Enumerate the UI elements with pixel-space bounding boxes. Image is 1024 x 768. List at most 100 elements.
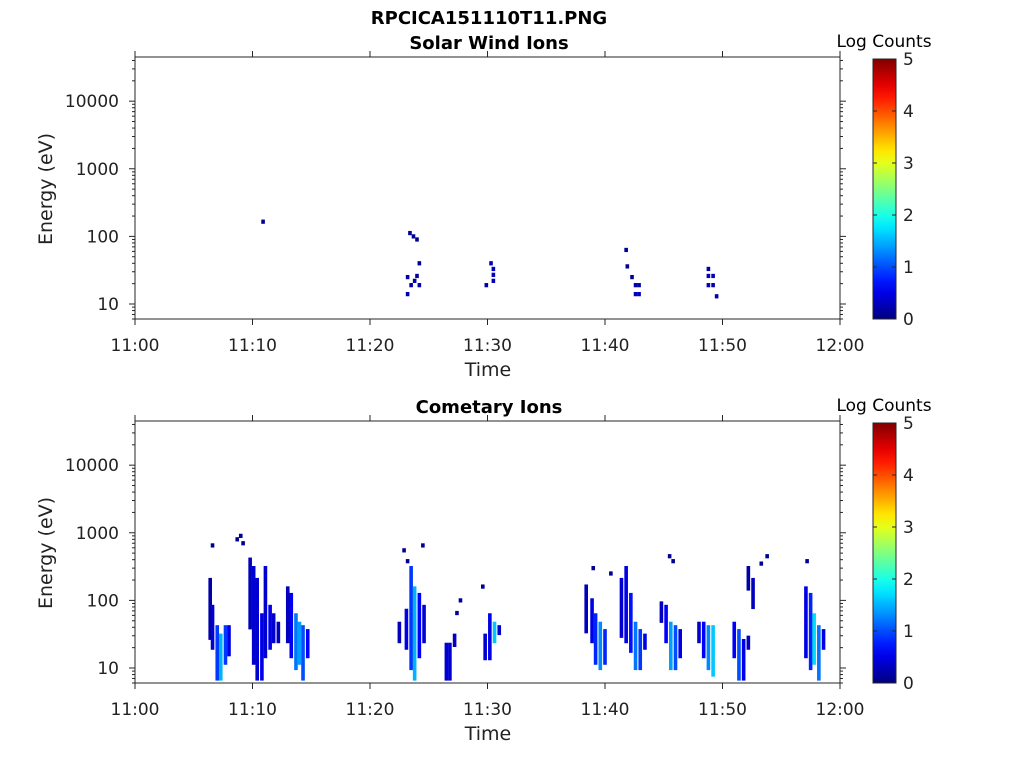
y-tick-label: 1000 bbox=[76, 524, 119, 544]
x-tick-label: 11:30 bbox=[463, 336, 512, 356]
panel-cometary: Cometary Ions 11:00 11:10 11:20 11:30 11:40 1… bbox=[35, 396, 932, 745]
x-tick-label: 11:40 bbox=[581, 700, 630, 720]
colorbar-tick-label: 4 bbox=[903, 102, 914, 122]
heatmap-cell bbox=[711, 283, 715, 288]
heatmap-column bbox=[397, 621, 402, 644]
y-tick-label: 10000 bbox=[65, 92, 119, 112]
heatmap-column bbox=[412, 586, 417, 681]
heatmap-cell bbox=[711, 273, 715, 279]
heatmap-cell bbox=[481, 584, 485, 589]
heatmap-column bbox=[732, 621, 737, 659]
x-tick-label: 11:20 bbox=[346, 336, 395, 356]
colorbar-tick-label: 5 bbox=[903, 50, 914, 70]
heatmap-column bbox=[603, 629, 607, 665]
heatmap-cell bbox=[671, 559, 675, 564]
heatmap-cell bbox=[491, 278, 496, 283]
x-tick-label: 11:00 bbox=[111, 700, 160, 720]
heatmap-column bbox=[218, 633, 223, 681]
heatmap-column bbox=[669, 621, 673, 671]
heatmap-cell bbox=[637, 283, 641, 288]
heatmap-cell bbox=[415, 237, 419, 242]
colorbar: 0 1 2 3 4 5 bbox=[872, 50, 914, 330]
heatmap-column bbox=[289, 592, 294, 659]
heatmap-column bbox=[746, 635, 751, 650]
heatmap-column bbox=[821, 629, 826, 650]
heatmap-cells bbox=[208, 533, 826, 681]
y-tick-label: 100 bbox=[87, 227, 119, 247]
heatmap-column bbox=[285, 586, 290, 644]
heatmap-column bbox=[483, 633, 487, 661]
heatmap-cell bbox=[417, 261, 422, 266]
heatmap-cell bbox=[491, 266, 496, 272]
y-axis-label: Energy (eV) bbox=[35, 497, 57, 609]
heatmap-column bbox=[741, 638, 746, 681]
colorbar-scale bbox=[872, 422, 897, 684]
heatmap-column bbox=[294, 613, 298, 671]
x-tick-label: 12:00 bbox=[816, 700, 865, 720]
heatmap-column bbox=[448, 642, 452, 681]
figure-title: RPCICA151110T11.PNG bbox=[371, 8, 607, 29]
heatmap-cell bbox=[706, 273, 711, 279]
heatmap-column bbox=[210, 604, 215, 650]
y-tick-label: 10 bbox=[97, 659, 119, 679]
y-tick-label: 10000 bbox=[65, 456, 119, 476]
heatmap-column bbox=[804, 586, 808, 659]
y-tick-label: 100 bbox=[87, 591, 119, 611]
heatmap-column bbox=[629, 592, 633, 653]
colorbar-label: Log Counts bbox=[836, 396, 931, 416]
heatmap-column bbox=[633, 621, 638, 671]
heatmap-cell bbox=[408, 230, 412, 236]
heatmap-cell bbox=[484, 283, 489, 288]
heatmap-cell bbox=[411, 234, 416, 239]
heatmap-column bbox=[598, 621, 603, 671]
heatmap-cell bbox=[633, 291, 638, 297]
y-tick-label: 10 bbox=[97, 295, 119, 315]
heatmap-column bbox=[817, 625, 821, 681]
heatmap-cell bbox=[421, 543, 425, 548]
heatmap-column bbox=[590, 598, 594, 644]
x-tick-label: 11:50 bbox=[698, 700, 747, 720]
heatmap-cell bbox=[417, 283, 422, 288]
heatmap-column bbox=[271, 613, 276, 644]
heatmap-column bbox=[215, 625, 220, 681]
heatmap-column bbox=[659, 601, 664, 623]
colorbar-scale bbox=[872, 58, 897, 320]
heatmap-cell bbox=[405, 559, 410, 564]
heatmap-cell bbox=[765, 554, 769, 559]
x-tick-label: 11:00 bbox=[111, 336, 160, 356]
heatmap-column bbox=[746, 566, 751, 591]
x-tick-label: 11:30 bbox=[463, 700, 512, 720]
x-tick-label: 11:10 bbox=[228, 336, 277, 356]
heatmap-cell bbox=[624, 247, 628, 253]
heatmap-column bbox=[276, 621, 281, 644]
x-tick-label: 12:00 bbox=[816, 336, 865, 356]
heatmap-cell bbox=[455, 610, 459, 616]
heatmap-column bbox=[452, 633, 457, 647]
heatmap-column bbox=[711, 625, 715, 677]
colorbar: 0 1 2 3 4 5 bbox=[872, 414, 914, 694]
heatmap-column bbox=[263, 566, 268, 659]
axes: 11:00 11:10 11:20 11:30 11:40 11:50 12:00 10 100… bbox=[65, 51, 865, 356]
y-tick-label: 1000 bbox=[76, 160, 119, 180]
heatmap-column bbox=[255, 577, 259, 681]
x-tick-label: 11:50 bbox=[698, 336, 747, 356]
colorbar-tick-label: 2 bbox=[903, 206, 914, 226]
heatmap-cell bbox=[489, 261, 493, 266]
colorbar-tick-label: 1 bbox=[903, 258, 914, 278]
heatmap-column bbox=[497, 625, 502, 636]
heatmap-column bbox=[260, 613, 264, 681]
heatmap-cell bbox=[402, 548, 406, 553]
x-axis-label: Time bbox=[464, 723, 512, 745]
heatmap-column bbox=[305, 629, 310, 659]
colorbar-tick-label: 2 bbox=[903, 570, 914, 590]
colorbar-tick-label: 1 bbox=[903, 622, 914, 642]
heatmap-cell bbox=[609, 571, 613, 576]
colorbar-tick-label: 0 bbox=[903, 674, 914, 694]
heatmap-cell bbox=[625, 264, 630, 269]
heatmap-cell bbox=[238, 533, 243, 538]
heatmap-column bbox=[584, 584, 588, 634]
heatmap-column bbox=[417, 592, 422, 659]
heatmap-column bbox=[422, 604, 426, 644]
heatmap-cell bbox=[405, 291, 410, 297]
